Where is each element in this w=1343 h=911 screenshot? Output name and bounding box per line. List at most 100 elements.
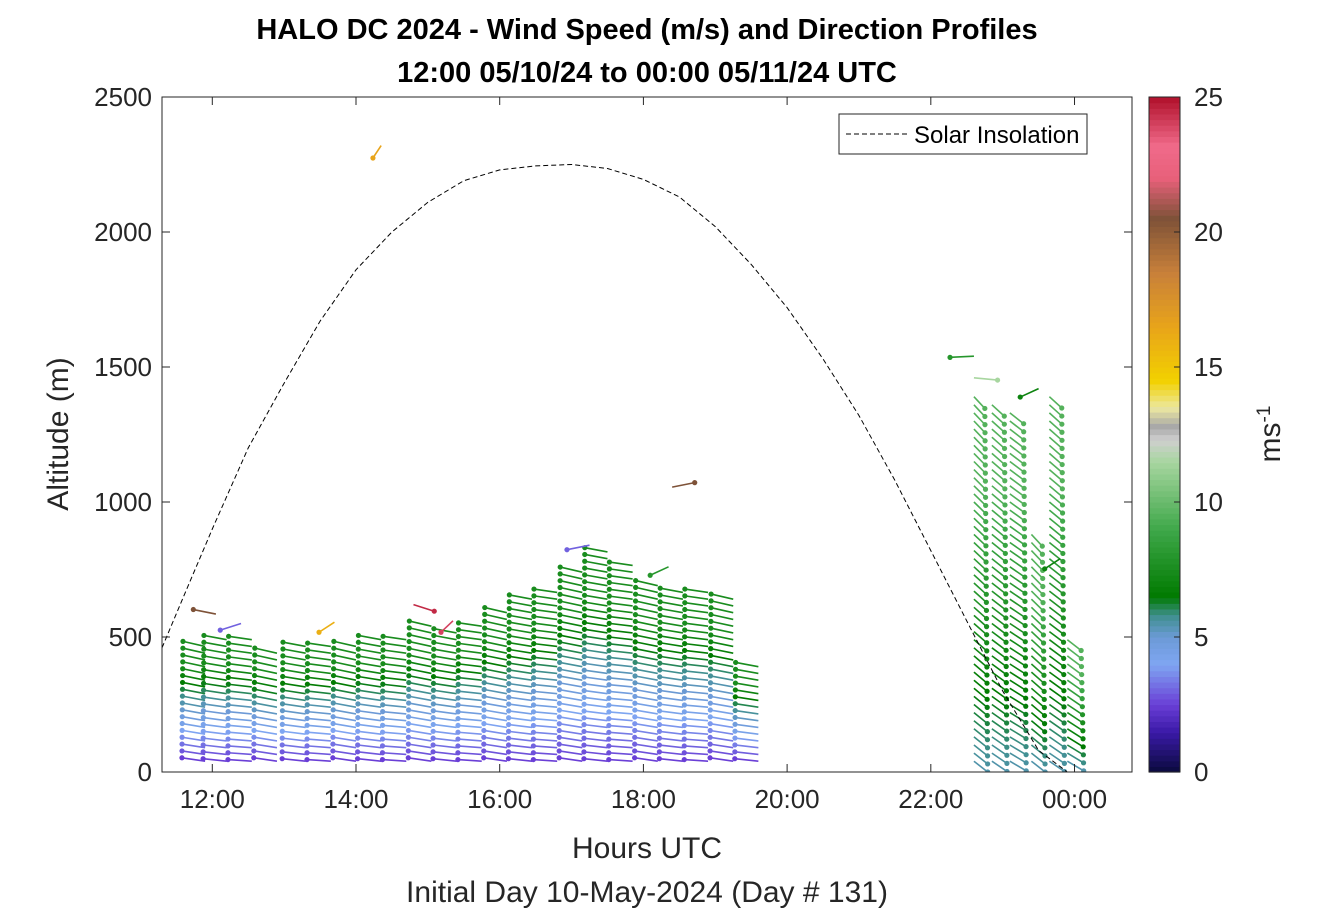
wind-barb [355, 632, 382, 641]
colorbar-tick-label: 0 [1194, 757, 1208, 787]
wind-barb [530, 722, 558, 729]
wind-barb [431, 632, 457, 641]
wind-barb [481, 680, 508, 688]
wind-barb [973, 420, 988, 436]
colorbar-segment [1149, 586, 1180, 593]
wind-barb [1030, 703, 1048, 719]
wind-barb [279, 694, 306, 702]
wind-barb [606, 702, 633, 708]
wind-barb [556, 673, 583, 681]
wind-barb [1009, 412, 1027, 427]
wind-barb [557, 625, 583, 634]
wind-barb [991, 452, 1008, 468]
wind-barb [481, 645, 508, 654]
wind-barb [1048, 404, 1065, 419]
wind-barb [1048, 574, 1066, 589]
wind-barb [225, 695, 252, 702]
wind-barb [708, 598, 734, 607]
wind-barb [632, 693, 658, 702]
colorbar-segment [1149, 102, 1180, 109]
colorbar-segment [1149, 316, 1180, 323]
wind-barb [506, 721, 533, 729]
wind-barb [1030, 590, 1046, 606]
wind-barb [708, 625, 734, 634]
wind-barb [973, 493, 989, 509]
wind-barb [225, 709, 252, 715]
wind-barb [991, 760, 1010, 772]
wind-barb [708, 591, 734, 600]
wind-barb [973, 550, 989, 565]
wind-barb [681, 675, 709, 681]
wind-barb [481, 755, 508, 762]
wind-barb [708, 605, 734, 614]
wind-barb [681, 729, 709, 735]
chart-subtitle: 12:00 05/10/24 to 00:00 05/11/24 UTC [397, 57, 897, 89]
wind-barb [531, 668, 558, 675]
wind-barb [632, 598, 658, 607]
wind-barb [405, 707, 432, 715]
wind-barb [582, 572, 608, 580]
wind-barb [455, 702, 482, 708]
y-tick-label: 0 [138, 757, 152, 787]
wind-barb [531, 606, 558, 614]
colorbar-segment [1149, 271, 1180, 278]
wind-barb [531, 675, 558, 681]
colorbar-segment [1149, 434, 1180, 441]
wind-barb [506, 626, 533, 634]
wind-barb [304, 654, 331, 661]
wind-barb [556, 727, 583, 735]
wind-barb [179, 741, 206, 749]
wind-barb [681, 709, 709, 715]
colorbar-segment [1149, 665, 1180, 672]
wind-barb [355, 687, 382, 695]
colorbar-segment [1149, 625, 1180, 632]
colorbar-segment [1149, 147, 1180, 154]
wind-barb [1009, 622, 1028, 637]
wind-barb [1030, 614, 1046, 630]
wind-barb [682, 600, 709, 607]
colorbar-segment [1149, 732, 1180, 739]
wind-barb [991, 404, 1007, 419]
wind-barb [1048, 752, 1068, 766]
wind-barb [973, 436, 988, 452]
wind-barb [355, 660, 382, 668]
wind-barb [991, 655, 1009, 670]
wind-barb [1009, 687, 1029, 701]
wind-barb [225, 750, 252, 756]
wind-barb [632, 632, 658, 641]
wind-barb [279, 742, 306, 749]
wind-barb [251, 666, 278, 675]
wind-barb [582, 558, 608, 567]
wind-barb [1030, 655, 1047, 670]
colorbar-segment [1149, 558, 1180, 565]
wind-barb [632, 605, 658, 614]
wind-barb [1066, 687, 1085, 702]
wind-barb [506, 653, 533, 661]
wind-barb [991, 606, 1009, 621]
wind-barb [606, 743, 633, 749]
wind-barb [606, 620, 633, 627]
wind-barb [991, 549, 1009, 565]
wind-barb [506, 646, 533, 654]
wind-barb [506, 633, 533, 641]
wind-barb [1009, 517, 1028, 532]
wind-barb [1048, 396, 1065, 411]
wind-barb [304, 661, 331, 668]
wind-barb [1066, 671, 1085, 686]
wind-barb [1048, 614, 1067, 629]
y-tick-label: 2000 [94, 217, 152, 247]
wind-barb [656, 701, 684, 708]
wind-barb [657, 674, 684, 681]
colorbar-segment [1149, 254, 1180, 261]
wind-barb [481, 652, 508, 661]
colorbar-segment [1149, 502, 1180, 509]
wind-barb [657, 694, 684, 702]
colorbar-segment [1149, 547, 1180, 554]
colorbar-label-base: ms [1254, 422, 1287, 462]
wind-barb [657, 606, 684, 614]
wind-barb [564, 544, 590, 553]
wind-barb [481, 741, 508, 749]
wind-barb [430, 756, 457, 762]
wind-barb [406, 673, 432, 681]
wind-barb [1030, 574, 1046, 590]
